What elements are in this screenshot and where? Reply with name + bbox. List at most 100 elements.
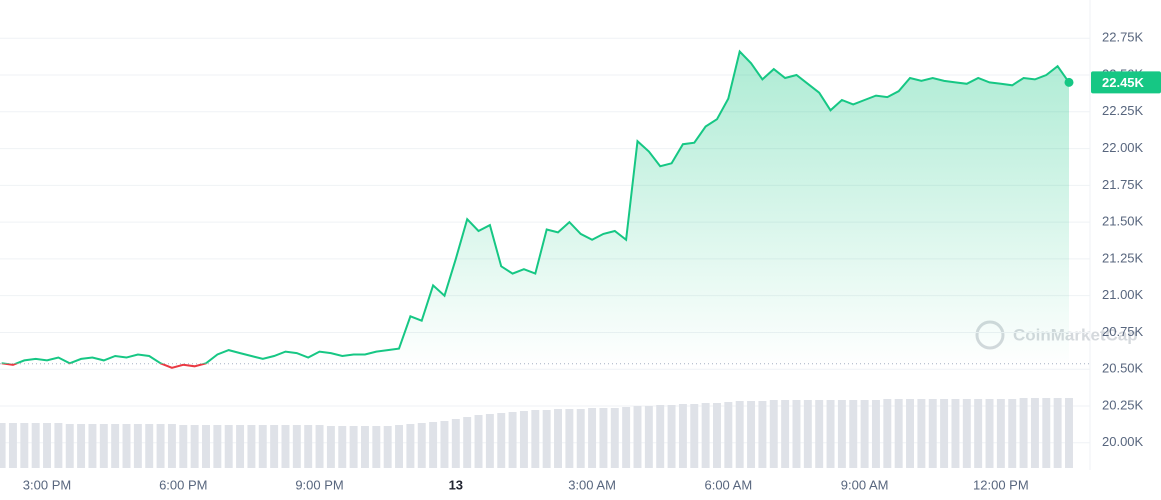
volume-bar [815,400,824,468]
volume-bar [20,423,29,468]
volume-bar [724,402,733,468]
volume-bar [270,425,279,468]
volume-bar [417,423,426,468]
volume-bar [304,425,313,468]
volume-bar [43,423,51,468]
volume-bar [599,408,608,468]
volume-bar [247,425,256,468]
volume-bar [894,399,903,468]
volume-bar [77,424,86,468]
volume-bar [531,410,540,468]
volume-bar [781,400,790,468]
volume-bar [735,401,744,468]
price-line-down [1,363,208,369]
y-tick-label: 21.25K [1102,250,1144,265]
volume-bar [485,414,494,468]
volume-bar [88,424,97,468]
y-tick-label: 21.75K [1102,177,1144,192]
volume-bar [917,399,926,468]
volume-bar [179,425,188,468]
volume-bar [338,426,347,468]
volume-bar [690,404,699,468]
volume-bar [213,425,222,468]
volume-bar [656,405,665,468]
volume-bar [747,401,756,468]
y-tick-label: 22.00K [1102,140,1144,155]
volume-bar [349,426,358,468]
volume-bar [928,399,937,468]
x-tick-label: 6:00 PM [159,477,207,492]
volume-bar [497,413,506,468]
volume-bar [315,425,324,468]
y-tick-label: 20.25K [1102,397,1144,412]
y-tick-label: 22.75K [1102,30,1144,45]
volume-bar [554,409,562,468]
volume-bar [122,424,131,468]
x-tick-label: 13 [449,477,463,492]
volume-bar [360,426,369,468]
volume-bar [871,400,880,468]
volume-bar [713,403,721,468]
x-tick-label: 9:00 PM [295,477,343,492]
volume-bar [156,424,165,468]
volume-bar [508,412,517,468]
volume-bar [292,425,301,468]
volume-bar [849,400,858,468]
volume-bar [429,422,438,468]
volume-bar [758,401,767,468]
volume-bar [451,419,460,468]
x-tick-label: 12:00 PM [973,477,1029,492]
volume-bar [644,406,653,468]
volume-bar [940,399,949,468]
volume-bar [383,426,392,468]
volume-bar [258,425,267,468]
volume-bar [236,425,245,468]
volume-bar [792,400,801,468]
volume-bar [951,399,960,468]
volume-bar [610,408,619,468]
volume-bar [622,407,631,468]
volume-bar [395,425,404,468]
volume-bar [565,409,574,468]
y-tick-label: 20.00K [1102,434,1144,449]
volume-bar [996,399,1005,468]
price-badge-label: 22.45K [1102,75,1145,90]
volume-bar [906,399,914,468]
volume-bar [678,404,687,468]
volume-bar [701,403,710,468]
volume-bar [1053,398,1062,468]
volume-bar [326,426,335,468]
price-line [1,49,1070,364]
volume-bar [54,423,63,468]
volume-bar [474,415,483,468]
volume-bar [826,400,835,468]
area [1,51,1069,364]
volume-bar [803,400,812,468]
volume-bar [440,421,449,468]
volume-bar [99,424,108,468]
volume-bar [837,400,846,468]
volume-bar [463,417,472,468]
volume-bar [31,423,40,468]
volume-bar [667,405,676,468]
volume-bar [1008,399,1017,468]
volume-bar [985,399,994,468]
volume-bar [883,399,892,468]
volume-bar [1065,398,1073,468]
last-point [1064,77,1074,87]
volume-bar [202,425,210,468]
x-tick-label: 3:00 AM [568,477,616,492]
volume-bar [633,406,642,468]
volume-bar [65,424,74,468]
volume-bar [372,426,381,468]
y-tick-label: 22.25K [1102,103,1144,118]
volume-bar [769,400,778,468]
x-tick-label: 3:00 PM [23,477,71,492]
volume-bar [133,424,142,468]
volume-bar [281,425,290,468]
volume-bar [519,411,528,468]
volume-bar [224,425,233,468]
volume-bar [576,409,585,468]
volume-bar [0,423,6,468]
volume-bar [1042,398,1051,468]
